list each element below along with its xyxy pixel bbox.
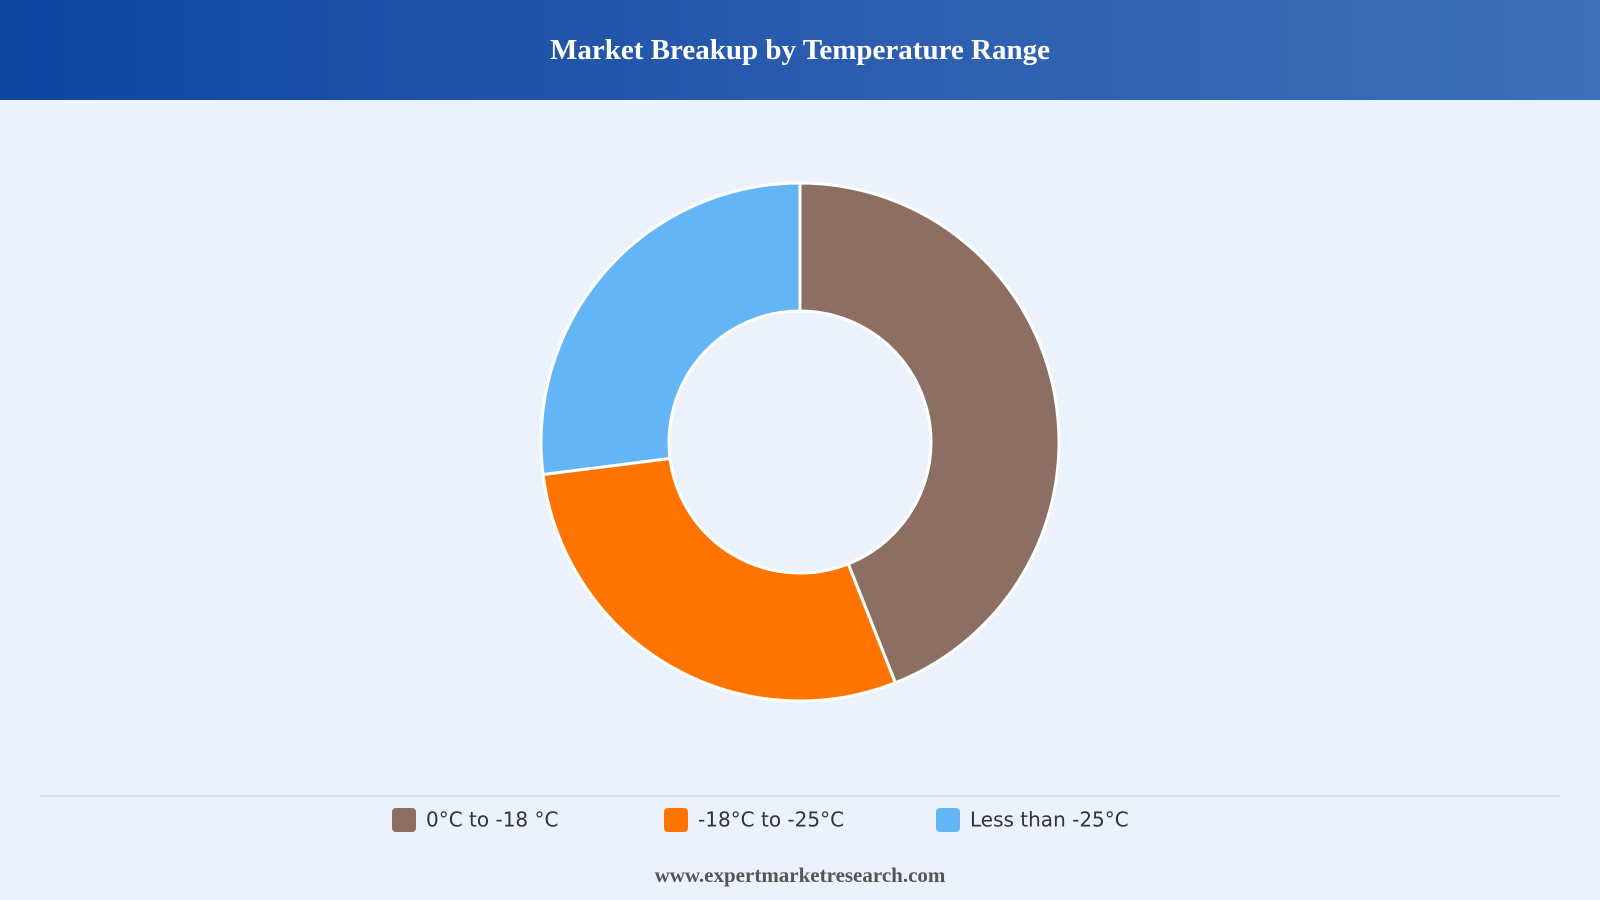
legend-swatch [936, 808, 960, 832]
legend-label: 0°C to -18 °C [426, 808, 558, 832]
legend-swatch [392, 808, 416, 832]
donut-slice [798, 181, 1061, 685]
legend-swatch [664, 808, 688, 832]
legend-label: -18°C to -25°C [698, 808, 844, 832]
header: Market Breakup by Temperature Range [0, 0, 1600, 100]
donut-slice [541, 456, 898, 703]
footer: www.expertmarketresearch.com [655, 863, 946, 887]
legend-label: Less than -25°C [970, 808, 1129, 832]
chart-title: Market Breakup by Temperature Range [550, 33, 1050, 66]
donut-slice [539, 181, 802, 477]
